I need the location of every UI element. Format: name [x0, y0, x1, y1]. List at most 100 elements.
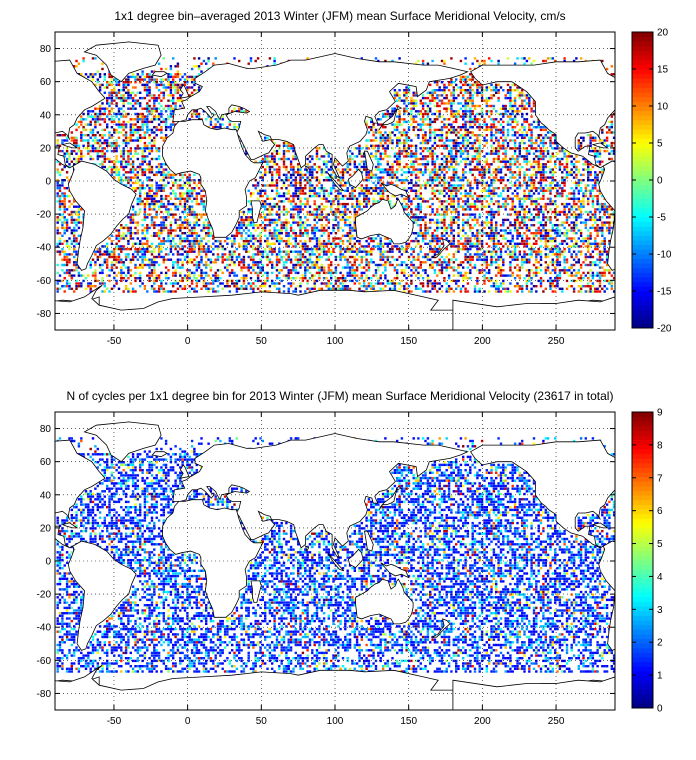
data-bin: [176, 266, 180, 269]
data-bin: [330, 282, 333, 285]
data-bin: [591, 290, 595, 293]
data-bin: [490, 179, 493, 182]
data-bin: [96, 250, 99, 253]
data-bin: [322, 194, 326, 198]
data-bin: [143, 192, 147, 195]
data-bin: [518, 197, 521, 200]
data-bin: [193, 250, 196, 253]
data-bin: [56, 179, 59, 182]
data-bin: [200, 247, 203, 251]
data-bin: [575, 274, 578, 277]
data-bin: [466, 179, 470, 182]
data-bin: [282, 213, 286, 216]
data-bin: [358, 282, 361, 285]
data-bin: [546, 202, 550, 206]
data-bin: [339, 213, 342, 216]
data-bin: [207, 263, 210, 267]
data-bin: [400, 202, 404, 206]
data-bin: [70, 232, 73, 235]
data-bin: [58, 287, 62, 290]
data-bin: [535, 173, 538, 177]
data-bin: [473, 208, 477, 211]
data-bin: [360, 271, 363, 275]
data-bin: [417, 171, 420, 174]
data-bin: [235, 279, 239, 283]
data-bin: [565, 218, 569, 222]
data-bin: [212, 237, 215, 240]
data-bin: [528, 269, 531, 272]
data-bin: [495, 253, 498, 256]
data-bin: [528, 176, 531, 179]
data-bin: [445, 229, 448, 232]
data-bin: [124, 253, 128, 256]
data-bin: [160, 202, 163, 206]
data-bin: [271, 197, 274, 200]
data-bin: [249, 210, 253, 214]
data-bin: [348, 287, 352, 290]
data-bin: [195, 194, 198, 198]
data-bin: [455, 208, 458, 211]
data-bin: [294, 181, 297, 185]
data-bin: [160, 216, 163, 219]
data-bin: [447, 189, 451, 192]
data-bin: [127, 226, 130, 230]
data-bin: [393, 266, 397, 269]
data-bin: [455, 245, 458, 248]
data-bin: [518, 226, 521, 230]
data-bin: [315, 242, 319, 245]
data-bin: [141, 229, 144, 232]
data-bin: [294, 245, 297, 248]
data-bin: [598, 218, 602, 222]
data-bin: [164, 266, 168, 269]
data-bin: [318, 205, 321, 208]
data-bin: [297, 213, 300, 216]
data-bin: [483, 176, 486, 179]
data-bin: [306, 247, 309, 251]
data-bin: [167, 290, 170, 293]
data-bin: [122, 277, 125, 280]
data-bin: [228, 258, 231, 261]
data-bin: [419, 263, 422, 267]
data-bin: [457, 197, 460, 200]
data-bin: [341, 210, 345, 214]
data-bin: [374, 189, 378, 192]
data-bin: [322, 179, 326, 182]
data-bin: [252, 221, 255, 224]
data-bin: [360, 266, 363, 269]
data-bin: [141, 282, 144, 285]
data-bin: [391, 171, 394, 174]
data-bin: [172, 181, 175, 185]
data-bin: [313, 208, 316, 211]
data-bin: [473, 290, 477, 293]
data-bin: [509, 239, 512, 243]
data-bin: [403, 274, 406, 277]
data-bin: [598, 216, 602, 219]
data-bin: [530, 277, 533, 280]
data-bin: [403, 269, 406, 272]
data-bin: [549, 261, 552, 264]
data-bin: [124, 266, 128, 269]
data-bin: [306, 181, 309, 185]
data-bin: [372, 187, 375, 190]
data-bin: [139, 263, 142, 267]
data-bin: [488, 202, 491, 206]
data-bin: [278, 271, 281, 275]
data-bin: [414, 173, 418, 177]
data-bin: [89, 263, 92, 267]
data-bin: [457, 274, 460, 277]
data-bin: [346, 250, 349, 253]
data-bin: [438, 176, 441, 179]
data-bin: [502, 263, 505, 267]
data-bin: [61, 250, 64, 253]
data-bin: [601, 253, 604, 256]
data-bin: [183, 258, 187, 261]
data-bin: [247, 269, 250, 272]
data-bin: [155, 261, 158, 264]
data-bin: [332, 184, 335, 187]
data-bin: [568, 208, 571, 211]
data-bin: [421, 277, 425, 280]
data-bin: [160, 179, 163, 182]
data-bin: [179, 237, 182, 240]
data-bin: [476, 184, 479, 187]
data-bin: [365, 269, 368, 272]
